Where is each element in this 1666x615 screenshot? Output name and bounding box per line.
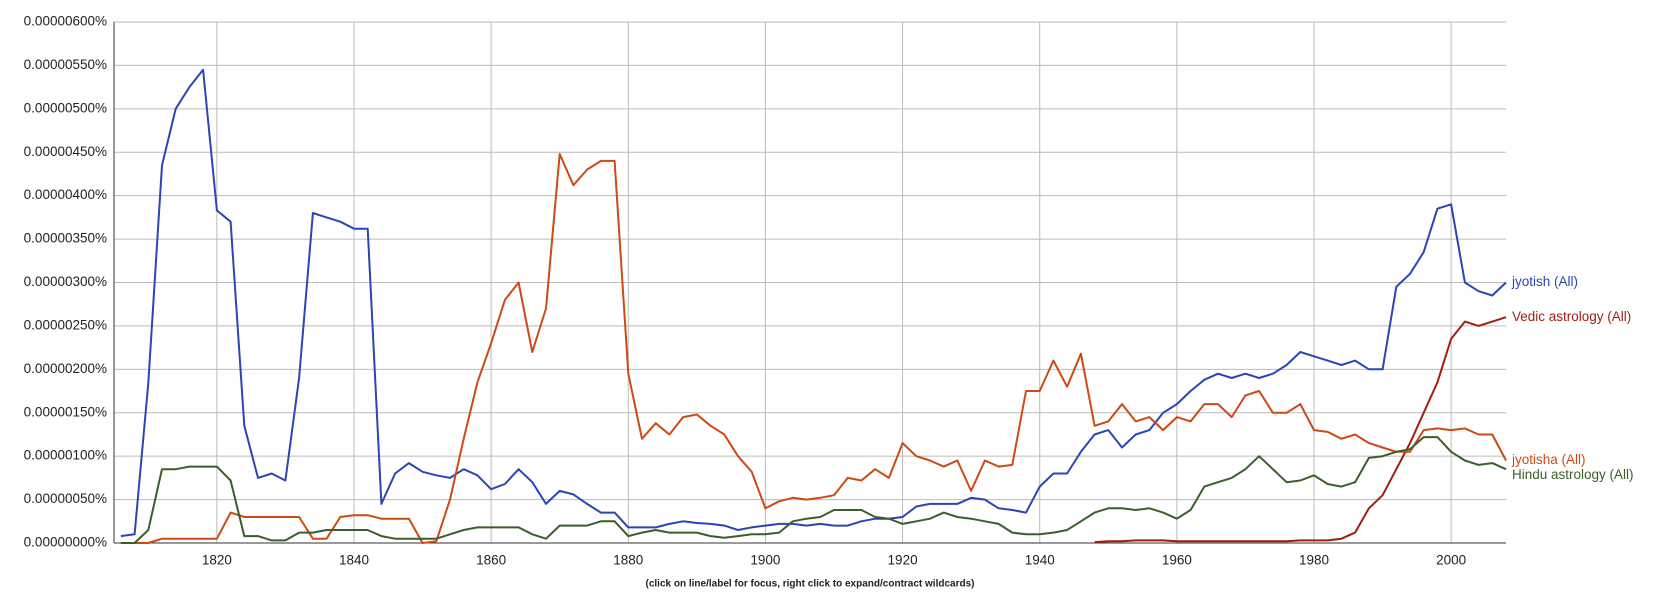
series-line[interactable] <box>120 68 1507 538</box>
x-tick-label: 1980 <box>1299 553 1329 568</box>
lines <box>120 68 1507 544</box>
footer-note: (click on line/label for focus, right cl… <box>646 579 975 590</box>
labels: jyotish (All) Vedic astrology (All) jyotis… <box>1511 274 1634 482</box>
y-tick-label: 0.00000000% <box>24 535 107 550</box>
y-tick-label: 0.00000400% <box>24 187 107 202</box>
y-tick-label: 0.00000350% <box>24 231 107 246</box>
series-line[interactable] <box>1094 316 1507 544</box>
legend-label[interactable]: jyotisha (All) <box>1511 452 1586 467</box>
y-tick-label: 0.00000150% <box>24 404 107 419</box>
series-line[interactable] <box>120 153 1507 544</box>
x-tick-label: 1860 <box>476 553 506 568</box>
grid: 0.00000000% 0.00000050% 0.00000100% 0.00000… <box>24 14 1506 568</box>
x-tick-label: 1900 <box>750 553 780 568</box>
legend-label[interactable]: jyotish (All) <box>1511 274 1578 289</box>
y-tick-label: 0.00000600% <box>24 14 107 29</box>
y-tick-label: 0.00000200% <box>24 361 107 376</box>
series-line[interactable] <box>120 436 1507 544</box>
y-tick-label: 0.00000300% <box>24 274 107 289</box>
x-tick-label: 2000 <box>1436 553 1466 568</box>
x-tick-label: 1820 <box>202 553 232 568</box>
x-tick-label: 1840 <box>339 553 369 568</box>
y-tick-label: 0.00000550% <box>24 57 107 72</box>
legend-label[interactable]: Vedic astrology (All) <box>1512 309 1631 324</box>
x-tick-label: 1960 <box>1162 553 1192 568</box>
x-tick-label: 1940 <box>1025 553 1055 568</box>
y-tick-label: 0.00000450% <box>24 144 107 159</box>
y-tick-label: 0.00000250% <box>24 317 107 332</box>
y-tick-label: 0.00000050% <box>24 491 107 506</box>
x-tick-label: 1880 <box>613 553 643 568</box>
legend-label[interactable]: Hindu astrology (All) <box>1512 467 1634 482</box>
y-tick-label: 0.00000100% <box>24 448 107 463</box>
x-tick-label: 1920 <box>888 553 918 568</box>
y-tick-label: 0.00000500% <box>24 100 107 115</box>
